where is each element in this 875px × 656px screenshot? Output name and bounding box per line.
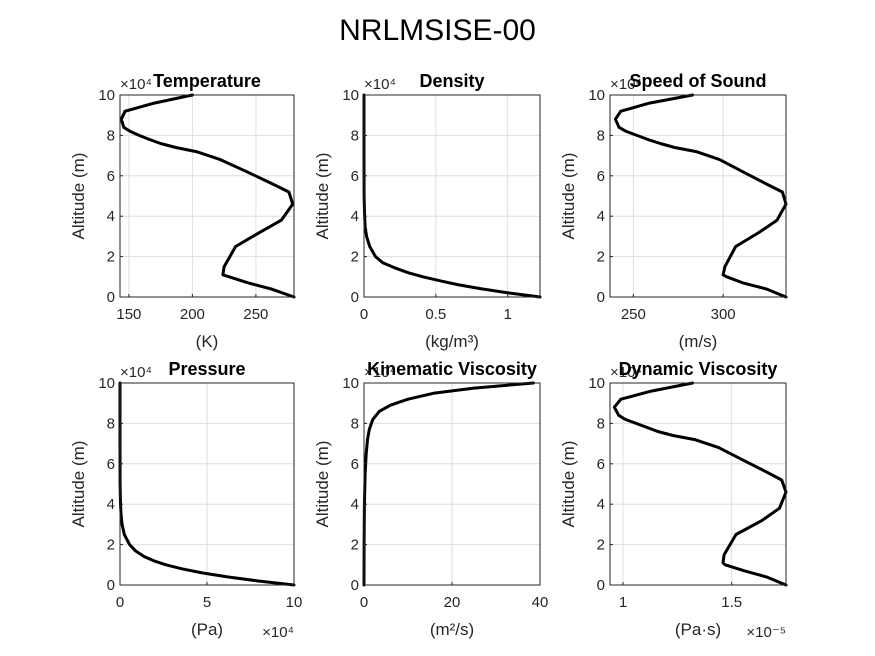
y-tick-label: 6 — [597, 456, 605, 473]
x-tick-label: 0.5 — [425, 306, 446, 323]
x-tick-label: 0 — [116, 594, 124, 611]
y-axis-label: Altitude (m) — [313, 441, 332, 528]
subplot-title: Dynamic Viscosity — [619, 359, 778, 379]
x-tick-label: 0 — [360, 594, 368, 611]
subplot-1: 150 200 250 0 2 4 6 8 10 ×10⁴ (K) Altitude (m) Tempe… — [69, 71, 296, 351]
y-axis-label: Altitude (m) — [559, 153, 578, 240]
y-exponent-label: ×10⁴ — [364, 76, 396, 93]
y-tick-label: 8 — [597, 127, 605, 144]
y-exponent-label: ×10⁴ — [610, 76, 642, 93]
y-tick-label: 4 — [597, 208, 605, 225]
x-tick-label: 200 — [180, 306, 205, 323]
y-tick-label: 4 — [107, 496, 115, 513]
axes-box — [609, 382, 787, 586]
y-tick-label: 10 — [342, 375, 359, 392]
y-tick-label: 2 — [351, 249, 359, 266]
y-tick-label: 0 — [597, 577, 605, 594]
x-tick-label: 20 — [444, 594, 461, 611]
y-tick-label: 4 — [351, 496, 359, 513]
y-tick-label: 6 — [351, 456, 359, 473]
series-line — [612, 381, 788, 587]
x-tick-label: 1 — [504, 306, 512, 323]
subplot-title: Kinematic Viscosity — [367, 359, 537, 379]
x-tick-label: 250 — [621, 306, 646, 323]
x-axis-label: (Pa·s) — [675, 620, 721, 639]
y-tick-label: 2 — [597, 537, 605, 554]
axes-box — [119, 94, 295, 298]
y-tick-label: 8 — [597, 415, 605, 432]
y-tick-label: 2 — [597, 249, 605, 266]
subplot-title: Density — [419, 71, 484, 91]
series-line — [362, 381, 535, 587]
y-tick-label: 4 — [597, 496, 605, 513]
x-axis-label: (K) — [196, 332, 219, 351]
y-tick-label: 6 — [107, 456, 115, 473]
figure-title: NRLMSISE-00 — [339, 14, 536, 47]
y-tick-label: 0 — [107, 577, 115, 594]
x-exponent-label: ×10⁻⁵ — [746, 624, 786, 641]
y-tick-label: 10 — [342, 87, 359, 104]
y-tick-label: 6 — [107, 168, 115, 185]
x-tick-label: 1.5 — [721, 594, 742, 611]
x-axis-label: (Pa) — [191, 620, 223, 639]
x-tick-label: 10 — [286, 594, 303, 611]
y-tick-label: 8 — [107, 415, 115, 432]
subplot-title: Speed of Sound — [630, 71, 767, 91]
y-axis-label: Altitude (m) — [69, 441, 88, 528]
y-tick-label: 10 — [588, 375, 605, 392]
y-tick-label: 2 — [107, 249, 115, 266]
y-tick-label: 8 — [107, 127, 115, 144]
x-tick-label: 150 — [116, 306, 141, 323]
subplot-6: 1 1.5 0 2 4 6 8 10 ×10⁴ ×10⁻⁵ (Pa·s) Altitude (m) Dy… — [559, 359, 788, 641]
x-tick-label: 250 — [243, 306, 268, 323]
y-tick-label: 6 — [351, 168, 359, 185]
y-tick-label: 0 — [351, 577, 359, 594]
y-tick-label: 10 — [588, 87, 605, 104]
y-tick-label: 2 — [107, 537, 115, 554]
y-tick-label: 0 — [597, 289, 605, 306]
series-line — [119, 93, 296, 299]
y-tick-label: 0 — [351, 289, 359, 306]
series-line — [362, 93, 542, 299]
subplot-title: Pressure — [168, 359, 245, 379]
subplot-4: 0 5 10 0 2 4 6 8 10 ×10⁴ ×10⁴ (Pa) Altitude (m) Press… — [69, 359, 302, 641]
y-tick-label: 0 — [107, 289, 115, 306]
y-tick-label: 4 — [351, 208, 359, 225]
x-tick-label: 1 — [619, 594, 627, 611]
subplot-5: 0 20 40 0 2 4 6 8 10 ×10⁴ (m²/s) Altitude (m) Kinema… — [313, 359, 548, 639]
axes-box — [363, 94, 541, 298]
series-line — [613, 93, 788, 299]
y-axis-label: Altitude (m) — [313, 153, 332, 240]
x-axis-label: (kg/m³) — [425, 332, 479, 351]
y-exponent-label: ×10⁴ — [610, 364, 642, 381]
y-exponent-label: ×10⁴ — [120, 364, 152, 381]
subplot-3: 250 300 0 2 4 6 8 10 ×10⁴ (m/s) Altitude (m) Speed … — [559, 71, 788, 351]
y-axis-label: Altitude (m) — [559, 441, 578, 528]
subplot-title: Temperature — [153, 71, 261, 91]
y-axis-label: Altitude (m) — [69, 153, 88, 240]
y-tick-label: 10 — [98, 87, 115, 104]
y-exponent-label: ×10⁴ — [364, 364, 396, 381]
x-exponent-label: ×10⁴ — [262, 624, 294, 641]
x-tick-label: 5 — [203, 594, 211, 611]
y-exponent-label: ×10⁴ — [120, 76, 152, 93]
x-axis-label: (m²/s) — [430, 620, 474, 639]
x-axis-label: (m/s) — [679, 332, 718, 351]
y-tick-label: 4 — [107, 208, 115, 225]
y-tick-label: 2 — [351, 537, 359, 554]
y-tick-label: 8 — [351, 415, 359, 432]
x-tick-label: 40 — [532, 594, 549, 611]
y-tick-label: 10 — [98, 375, 115, 392]
y-tick-label: 6 — [597, 168, 605, 185]
x-tick-label: 300 — [711, 306, 736, 323]
x-tick-label: 0 — [360, 306, 368, 323]
y-tick-label: 8 — [351, 127, 359, 144]
axes-box — [609, 94, 787, 298]
